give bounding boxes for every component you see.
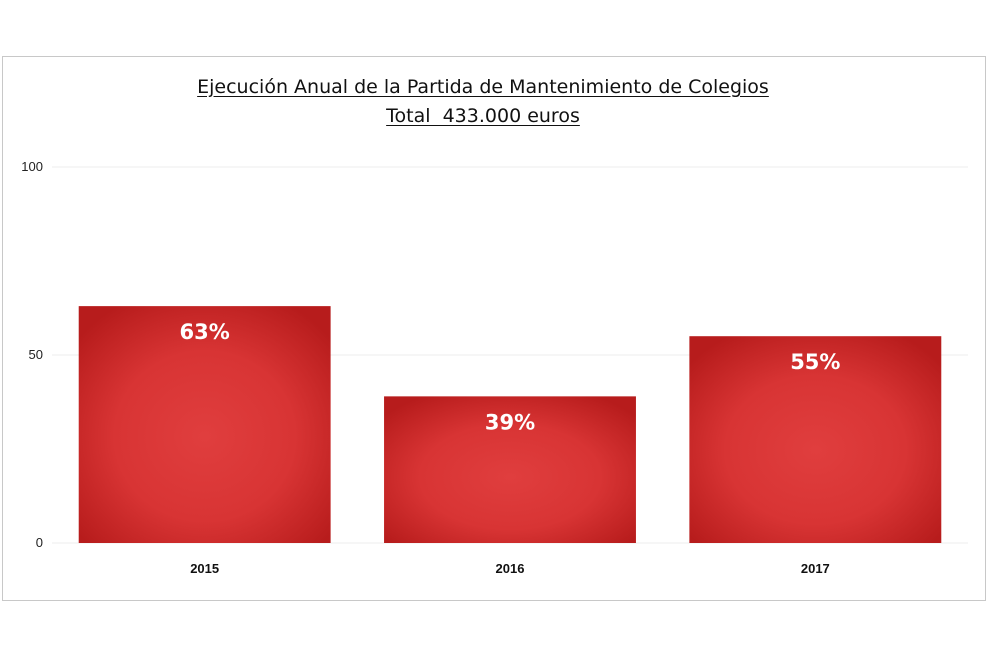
- x-tick-label: 2015: [190, 561, 219, 576]
- x-axis: 2015 2016 2017: [190, 561, 830, 576]
- data-label: 55%: [790, 350, 840, 374]
- y-axis: 0 50 100: [21, 159, 43, 550]
- y-tick-label: 100: [21, 159, 43, 174]
- bars: [78, 306, 942, 543]
- x-tick-label: 2017: [801, 561, 830, 576]
- chart-subtitle: Total 433.000 euros: [386, 105, 580, 127]
- x-tick-label: 2016: [496, 561, 525, 576]
- bar-2016: [384, 396, 636, 543]
- data-label: 63%: [180, 320, 230, 344]
- chart-title: Ejecución Anual de la Partida de Manteni…: [197, 76, 769, 98]
- y-tick-label: 50: [29, 347, 43, 362]
- y-tick-label: 0: [36, 535, 43, 550]
- bar-2017: [689, 336, 942, 543]
- data-labels: 63% 39% 55%: [180, 320, 841, 434]
- bar-2015: [78, 306, 331, 543]
- chart-title-block: Ejecución Anual de la Partida de Manteni…: [0, 73, 966, 131]
- data-label: 39%: [485, 410, 535, 434]
